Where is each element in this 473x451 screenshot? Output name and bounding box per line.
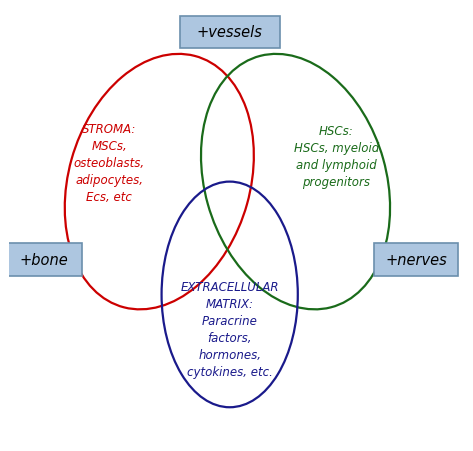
Text: +bone: +bone: [19, 253, 68, 267]
FancyBboxPatch shape: [374, 244, 458, 276]
Text: STROMA:
MSCs,
osteoblasts,
adipocytes,
Ecs, etc: STROMA: MSCs, osteoblasts, adipocytes, E…: [74, 122, 145, 203]
Text: HSCs:
HSCs, myeloid
and lymphoid
progenitors: HSCs: HSCs, myeloid and lymphoid progeni…: [294, 124, 379, 188]
Text: +nerves: +nerves: [385, 253, 447, 267]
FancyBboxPatch shape: [180, 17, 280, 49]
Text: EXTRACELLULAR
MATRIX:
Paracrine
factors,
hormones,
cytokines, etc.: EXTRACELLULAR MATRIX: Paracrine factors,…: [180, 281, 279, 378]
FancyBboxPatch shape: [5, 244, 82, 276]
Text: +vessels: +vessels: [197, 25, 263, 40]
